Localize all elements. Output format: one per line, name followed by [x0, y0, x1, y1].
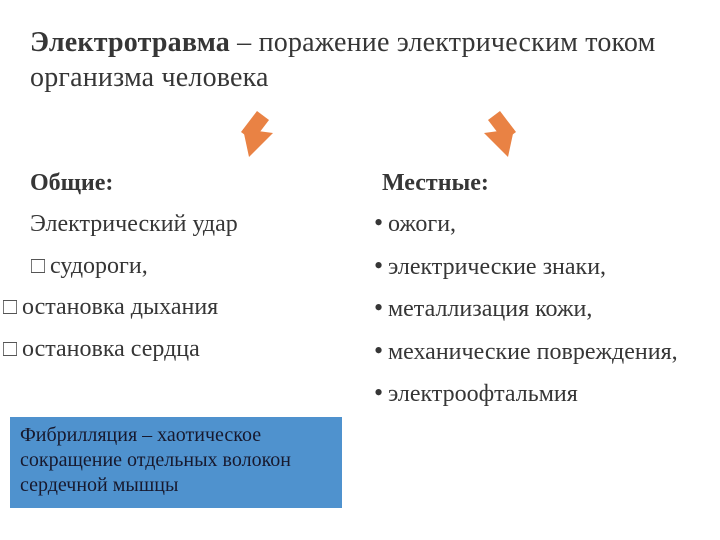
- general-item: 🞎 остановка дыхания: [2, 294, 348, 322]
- general-item: 🞎 судороги,: [30, 253, 348, 281]
- local-item: электрические знаки,: [374, 254, 690, 283]
- local-item: электроофтальмия: [374, 381, 690, 410]
- local-item-text: механические повреждения,: [388, 339, 678, 368]
- local-item: механические повреждения,: [374, 339, 690, 368]
- general-item: 🞎 остановка сердца: [2, 336, 348, 364]
- general-lead: Электрический удар: [30, 211, 348, 239]
- slide-title: Электротравма – поражение электрическим …: [30, 25, 690, 95]
- note-box: Фибрилляция – хаотическое сокращение отд…: [10, 417, 342, 508]
- local-item: металлизация кожи,: [374, 296, 690, 325]
- title-term: Электротравма: [30, 27, 230, 58]
- arrow-left-icon: [235, 111, 277, 162]
- local-item-text: электроофтальмия: [388, 381, 578, 410]
- square-bullet-icon: 🞎: [30, 256, 50, 279]
- local-item-text: металлизация кожи,: [388, 296, 592, 325]
- general-column: Общие: Электрический удар 🞎 судороги, 🞎 …: [30, 170, 348, 424]
- square-bullet-icon: 🞎: [2, 339, 22, 362]
- local-item-text: ожоги,: [388, 211, 456, 240]
- bullet-icon: [374, 254, 388, 283]
- local-heading: Местные:: [374, 170, 690, 197]
- general-heading: Общие:: [30, 170, 348, 197]
- general-item-text: остановка дыхания: [22, 294, 218, 322]
- bullet-icon: [374, 296, 388, 325]
- arrow-right-icon: [480, 111, 522, 162]
- local-item-text: электрические знаки,: [388, 254, 606, 283]
- general-item-text: остановка сердца: [22, 336, 200, 364]
- general-item-text: судороги,: [50, 253, 148, 281]
- bullet-icon: [374, 381, 388, 410]
- arrow-row: [30, 107, 690, 162]
- bullet-icon: [374, 211, 388, 240]
- local-column: Местные: ожоги, электрические знаки, мет…: [372, 170, 690, 424]
- local-item: ожоги,: [374, 211, 690, 240]
- square-bullet-icon: 🞎: [2, 297, 22, 320]
- note-text: Фибрилляция – хаотическое сокращение отд…: [20, 424, 291, 496]
- bullet-icon: [374, 339, 388, 368]
